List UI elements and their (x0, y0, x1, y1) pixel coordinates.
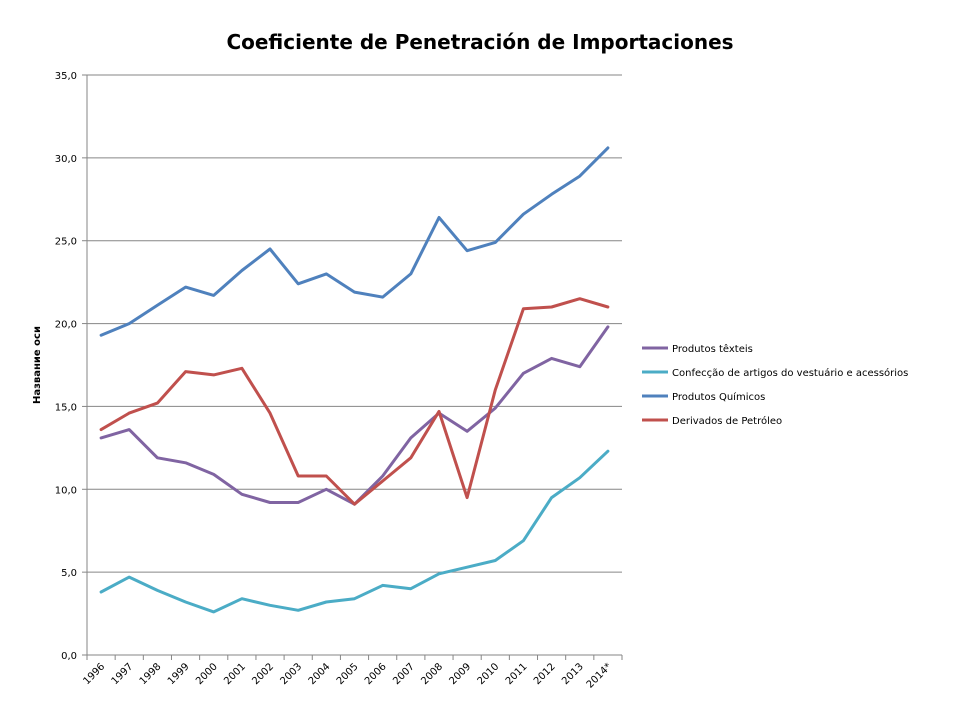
x-tick-label: 2002 (250, 661, 276, 687)
x-tick-label: 1996 (81, 661, 107, 687)
y-tick-label: 5,0 (61, 568, 77, 579)
x-tick-label: 2003 (279, 661, 305, 687)
y-tick-label: 25,0 (55, 237, 77, 248)
series-line (99, 146, 610, 337)
legend-item: Produtos têxteis (642, 343, 753, 355)
x-tick-label: 2005 (335, 661, 361, 687)
x-tick-label: 2000 (194, 661, 220, 687)
legend-label: Derivados de Petróleo (672, 415, 782, 427)
series-line (99, 449, 610, 614)
y-tick-label: 35,0 (55, 71, 77, 82)
x-tick-labels: 1996 1997 1998 1999 2000 2001 2002 2003 2004 2005… (81, 661, 614, 690)
x-tick-label: 2006 (363, 661, 389, 687)
x-tick-label: 2008 (419, 661, 445, 687)
y-tick-label: 15,0 (55, 402, 77, 413)
series-lines (99, 146, 610, 614)
legend-item: Confecção de artigos do vestuário e aces… (642, 367, 908, 379)
x-tick-label: 2013 (560, 661, 586, 687)
y-tick-label: 10,0 (55, 485, 77, 496)
series-line (99, 297, 610, 506)
x-tick-label: 2007 (391, 661, 417, 687)
chart-title: Coeficiente de Penetración de Importacio… (226, 30, 734, 54)
y-tick-label: 0,0 (61, 651, 77, 662)
x-tick-label: 2010 (476, 661, 502, 687)
x-tick-label: 2012 (532, 661, 558, 687)
gridlines (87, 74, 622, 573)
legend-item: Derivados de Petróleo (642, 415, 782, 427)
legend-item: Produtos Químicos (642, 391, 765, 403)
x-tick-label: 2014* (585, 661, 614, 690)
axes (82, 74, 623, 660)
x-tick-label: 1997 (110, 661, 136, 687)
legend-label: Confecção de artigos do vestuário e aces… (672, 367, 908, 379)
y-tick-labels: 0,0 5,0 10,0 15,0 20,0 25,0 30,0 35,0 (55, 71, 77, 662)
series-line (99, 325, 610, 506)
legend-label: Produtos têxteis (672, 343, 753, 355)
y-axis-title: Название оси (32, 326, 43, 404)
legend: Produtos têxteis Confecção de artigos do … (642, 343, 908, 427)
y-tick-label: 30,0 (55, 154, 77, 165)
x-tick-label: 2011 (504, 661, 530, 687)
x-tick-label: 2001 (222, 661, 248, 687)
x-tick-label: 2004 (307, 661, 333, 687)
x-tick-label: 2009 (447, 661, 473, 687)
x-tick-label: 1998 (138, 661, 164, 687)
y-tick-label: 20,0 (55, 320, 77, 331)
x-tick-label: 1999 (166, 661, 192, 687)
legend-label: Produtos Químicos (672, 391, 765, 403)
